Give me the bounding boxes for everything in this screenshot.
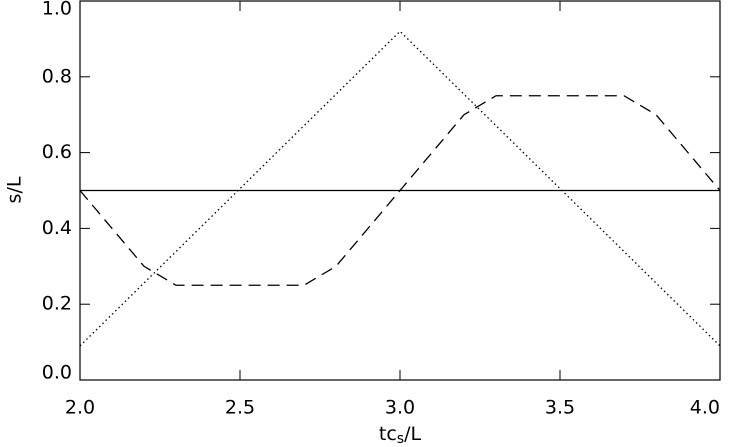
- x-tick-label: 3.0: [385, 397, 415, 419]
- x-label-rest: /L: [404, 423, 421, 445]
- x-tick-label: 4.0: [690, 397, 720, 419]
- line-dashed: [79, 95, 721, 286]
- y-axis-label: s/L: [4, 176, 26, 203]
- x-label-main: tc: [379, 423, 397, 445]
- y-tick-label: 0.2: [42, 293, 72, 315]
- y-tick-label: 1.0: [42, 0, 72, 20]
- y-tick-label: 0.6: [42, 141, 72, 163]
- y-tick-label: 0.8: [42, 65, 72, 87]
- x-tick-label: 2.5: [225, 397, 255, 419]
- y-tick-label: 0.4: [42, 217, 72, 239]
- y-tick-label: 0.0: [42, 362, 72, 384]
- x-tick-label: 2.0: [65, 397, 95, 419]
- x-label-sub: s: [397, 431, 404, 447]
- x-axis-label: tcs/L: [379, 423, 422, 447]
- x-tick-label: 3.5: [545, 397, 575, 419]
- line-dotted: [79, 30, 721, 347]
